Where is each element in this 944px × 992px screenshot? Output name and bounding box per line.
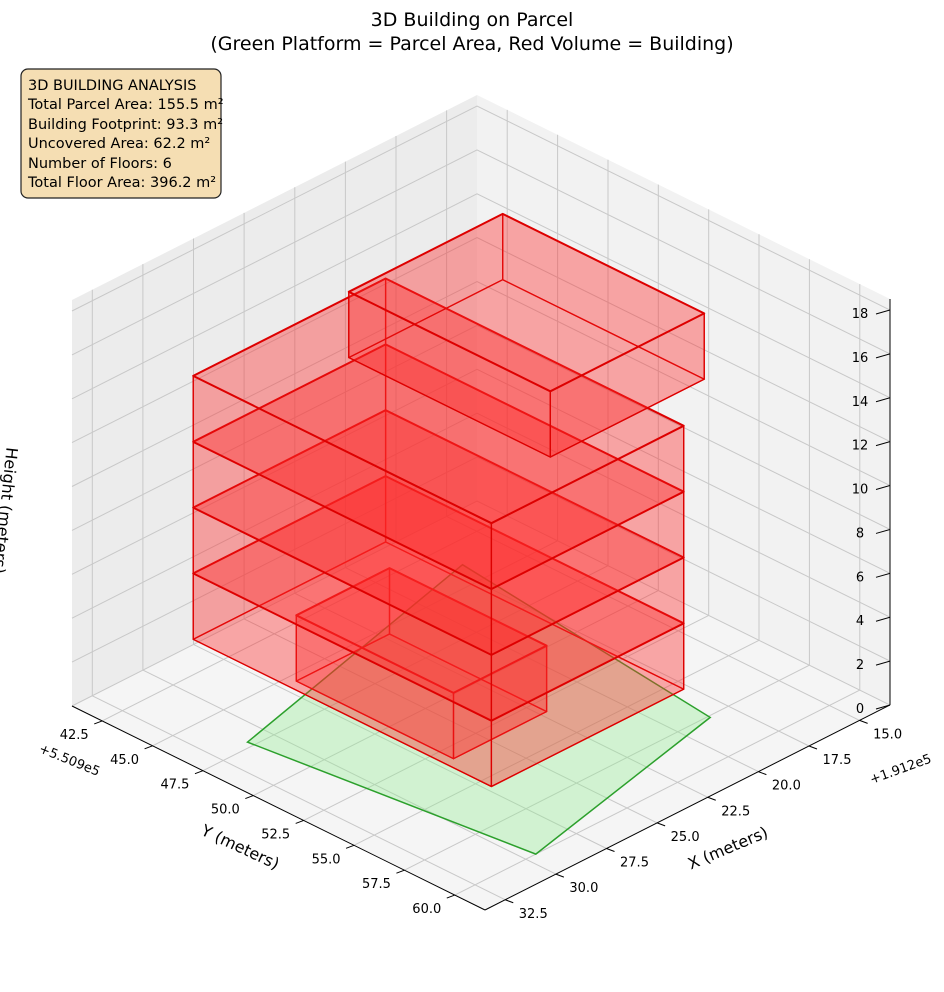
chart-title: 3D Building on Parcel bbox=[371, 9, 574, 31]
axis-lines bbox=[71, 299, 891, 911]
x-tick-mark bbox=[606, 848, 615, 852]
z-gridline bbox=[71, 368, 891, 575]
building-block-6 bbox=[347, 212, 706, 458]
x-tick-mark bbox=[859, 719, 868, 724]
info-line-floor-area: Total Floor Area: 396.2 m² bbox=[27, 175, 216, 191]
y-tick-label: 50.0 bbox=[211, 803, 240, 818]
info-line-uncovered: Uncovered Area: 62.2 m² bbox=[28, 136, 210, 152]
z-tick-label: 10 bbox=[852, 483, 869, 498]
x-offset-label: +1.912e5 bbox=[868, 752, 934, 788]
z-tick-label: 18 bbox=[852, 307, 869, 322]
z-tick-label: 6 bbox=[856, 570, 864, 585]
z-tick-mark bbox=[875, 397, 891, 403]
y-tick-mark bbox=[345, 844, 355, 849]
x-tick-mark bbox=[707, 796, 716, 801]
z-tick-label: 4 bbox=[856, 614, 864, 629]
y-tick-label: 47.5 bbox=[160, 778, 189, 793]
y-offset-label: +5.509e5 bbox=[37, 742, 102, 780]
z-tick-label: 14 bbox=[852, 395, 869, 410]
y-tick-label: 60.0 bbox=[412, 902, 441, 917]
building-face-top bbox=[192, 277, 685, 525]
z-tick-mark bbox=[875, 441, 891, 447]
z-gridline bbox=[71, 324, 891, 531]
y-tick-label: 55.0 bbox=[312, 852, 341, 867]
back-left-pane bbox=[477, 95, 890, 705]
x-tick-label: 15.0 bbox=[873, 727, 902, 742]
z-tick-mark bbox=[875, 309, 891, 315]
z-gridline bbox=[71, 237, 891, 444]
z-axis-label: Height (meters) bbox=[0, 446, 22, 574]
y-tick-mark bbox=[295, 819, 304, 824]
scene-geometry bbox=[192, 212, 712, 855]
x-tick-label: 20.0 bbox=[772, 779, 801, 794]
y-axis-line bbox=[484, 704, 891, 911]
z-tick-label: 2 bbox=[856, 658, 864, 673]
building-face-top bbox=[347, 212, 706, 393]
x-tick-label: 32.5 bbox=[519, 907, 548, 922]
z-tick-mark bbox=[875, 528, 891, 534]
info-line-footprint: Building Footprint: 93.3 m² bbox=[28, 117, 223, 133]
y-tick-mark bbox=[446, 894, 455, 899]
building-block-2 bbox=[192, 475, 685, 788]
z-tick-label: 0 bbox=[856, 702, 864, 717]
building-face-top bbox=[295, 567, 548, 694]
info-line-floors: Number of Floors: 6 bbox=[28, 156, 172, 172]
y-tick-mark bbox=[245, 795, 254, 800]
z-tick-mark bbox=[875, 616, 891, 622]
x-tick-mark bbox=[505, 899, 514, 904]
y-tick-mark bbox=[194, 770, 204, 775]
x-tick-mark bbox=[656, 822, 666, 827]
y-tick-label: 52.5 bbox=[261, 827, 290, 842]
z-gridline bbox=[71, 500, 891, 707]
z-tick-mark bbox=[875, 660, 891, 666]
x-tick-label: 27.5 bbox=[620, 856, 649, 871]
x-tick-label: 30.0 bbox=[569, 881, 598, 896]
floor-pane bbox=[72, 501, 890, 910]
z-tick-label: 8 bbox=[856, 526, 864, 541]
x-axis-line bbox=[71, 705, 486, 911]
z-tick-mark bbox=[875, 353, 891, 359]
x-tick-label: 17.5 bbox=[823, 753, 852, 768]
z-tick-mark bbox=[875, 485, 891, 491]
y-tick-mark bbox=[396, 869, 405, 874]
z-gridline bbox=[71, 105, 891, 312]
z-tick-mark bbox=[875, 704, 891, 710]
info-box-background bbox=[20, 68, 222, 199]
y-tick-label: 57.5 bbox=[362, 877, 391, 892]
z-gridline bbox=[71, 412, 891, 619]
building-block-4 bbox=[192, 343, 685, 656]
x-tick-mark bbox=[808, 745, 818, 750]
building-block-5 bbox=[192, 277, 685, 590]
y-tick-mark bbox=[144, 745, 153, 750]
z-gridline bbox=[71, 149, 891, 356]
z-tick-label: 16 bbox=[852, 351, 869, 366]
x-tick-mark bbox=[758, 771, 767, 776]
y-tick-mark bbox=[94, 720, 103, 725]
z-gridline bbox=[71, 456, 891, 663]
parcel-platform bbox=[246, 563, 712, 855]
info-line-parcel-area: Total Parcel Area: 155.5 m² bbox=[27, 97, 224, 113]
building-block-1 bbox=[295, 567, 548, 760]
x-tick-label: 22.5 bbox=[721, 804, 750, 819]
info-box: 3D BUILDING ANALYSIS Total Parcel Area: … bbox=[20, 68, 224, 199]
y-tick-label: 45.0 bbox=[110, 753, 139, 768]
y-tick-label: 42.5 bbox=[60, 728, 89, 743]
grid-lines bbox=[71, 105, 891, 901]
z-gridline bbox=[71, 193, 891, 400]
tick-labels: 15.0 17.5 20.0 22.5 25.0 27.5 30.0 32.5 42.5 45.0… bbox=[60, 307, 902, 922]
chart-subtitle: (Green Platform = Parcel Area, Red Volum… bbox=[210, 33, 733, 55]
x-tick-label: 25.0 bbox=[671, 830, 700, 845]
z-tick-mark bbox=[875, 572, 891, 578]
z-gridline bbox=[71, 280, 891, 487]
z-tick-label: 12 bbox=[852, 439, 869, 454]
x-tick-mark bbox=[555, 873, 565, 878]
info-box-header: 3D BUILDING ANALYSIS bbox=[28, 78, 196, 94]
